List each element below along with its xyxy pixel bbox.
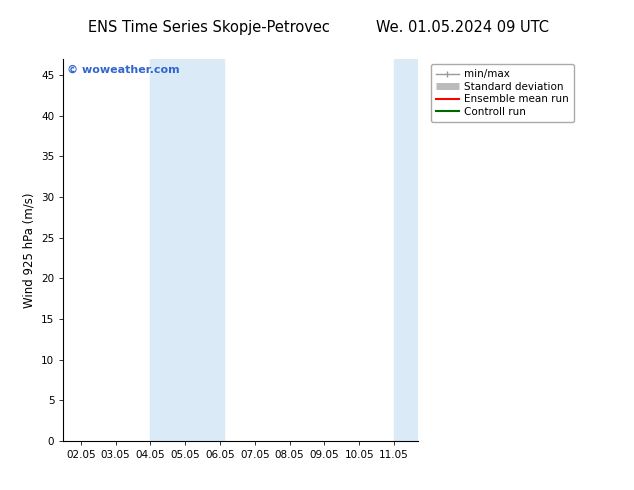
Text: © woweather.com: © woweather.com xyxy=(67,65,179,74)
Bar xyxy=(185,59,224,441)
Text: ENS Time Series Skopje-Petrovec: ENS Time Series Skopje-Petrovec xyxy=(88,20,330,35)
Bar xyxy=(150,59,185,441)
Bar xyxy=(394,59,418,441)
Text: We. 01.05.2024 09 UTC: We. 01.05.2024 09 UTC xyxy=(377,20,549,35)
Y-axis label: Wind 925 hPa (m/s): Wind 925 hPa (m/s) xyxy=(23,192,36,308)
Legend: min/max, Standard deviation, Ensemble mean run, Controll run: min/max, Standard deviation, Ensemble me… xyxy=(430,64,574,122)
